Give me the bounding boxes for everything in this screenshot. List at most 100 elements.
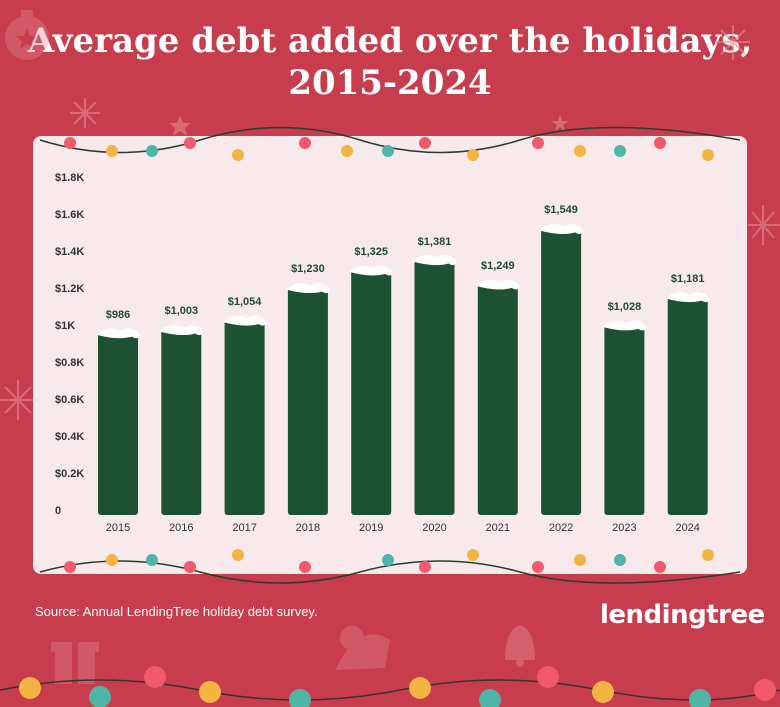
bar bbox=[414, 259, 455, 515]
light-bulb-icon bbox=[614, 554, 626, 566]
light-bulb-icon bbox=[89, 686, 111, 707]
light-bulb-icon bbox=[754, 679, 776, 701]
bar bbox=[98, 332, 138, 515]
y-tick-label: $1.2K bbox=[55, 283, 85, 295]
light-bulb-icon bbox=[419, 137, 431, 149]
hat-icon bbox=[335, 626, 390, 670]
light-bulb-icon bbox=[341, 145, 353, 157]
light-bulb-icon bbox=[64, 561, 76, 573]
y-tick-label: $0.4K bbox=[55, 431, 85, 443]
x-tick-label: 2016 bbox=[169, 522, 194, 534]
x-tick-label: 2018 bbox=[295, 522, 321, 534]
snow-cap bbox=[475, 279, 520, 290]
bar-value-label: $1,249 bbox=[480, 259, 515, 272]
snow-cap bbox=[665, 292, 710, 303]
bar bbox=[224, 320, 265, 515]
brand-logo[interactable]: lendingtree bbox=[600, 600, 765, 630]
snow-cap bbox=[349, 265, 394, 276]
light-bulb-icon bbox=[467, 549, 479, 561]
light-bulb-icon bbox=[146, 554, 158, 566]
light-bulb-icon bbox=[654, 137, 666, 149]
chart-title: Average debt added over the holidays, 20… bbox=[0, 20, 780, 104]
bar bbox=[477, 283, 518, 515]
bar bbox=[287, 287, 328, 515]
light-bulb-icon bbox=[702, 549, 714, 561]
light-bulb-icon bbox=[106, 554, 118, 566]
snow-cap bbox=[222, 315, 267, 326]
x-tick-label: 2019 bbox=[358, 522, 384, 534]
light-bulb-icon bbox=[532, 561, 544, 573]
light-bulb-icon bbox=[382, 145, 394, 157]
snow-cap bbox=[159, 325, 204, 336]
chart-title-line-2: 2015-2024 bbox=[288, 63, 492, 103]
source-note: Source: Annual LendingTree holiday debt … bbox=[35, 604, 318, 619]
light-bulb-icon bbox=[299, 137, 311, 149]
light-bulb-icon bbox=[467, 149, 479, 161]
light-bulb-icon bbox=[574, 145, 586, 157]
light-bulb-icon bbox=[537, 666, 559, 688]
light-bulb-icon bbox=[409, 677, 431, 699]
x-tick-label: 2023 bbox=[612, 522, 637, 534]
bar-value-label: $1,230 bbox=[291, 263, 325, 276]
light-bulb-icon bbox=[592, 681, 614, 703]
snowflake-icon bbox=[0, 380, 36, 420]
y-tick-label: $1.6K bbox=[55, 209, 85, 221]
bar-value-label: $1,381 bbox=[417, 235, 452, 248]
snow-cap bbox=[285, 283, 330, 294]
bar-value-label: $1,054 bbox=[227, 296, 262, 308]
snowflake-icon bbox=[716, 25, 750, 60]
ornament-icon bbox=[5, 10, 49, 60]
bar-value-label: $1,549 bbox=[544, 204, 578, 217]
star-icon bbox=[552, 115, 568, 131]
lights-string bbox=[0, 679, 780, 701]
panel-light-bulbs bbox=[64, 137, 714, 573]
bar bbox=[604, 324, 645, 515]
light-bulbs bbox=[19, 666, 776, 707]
light-bulb-icon bbox=[199, 681, 221, 703]
light-bulb-icon bbox=[184, 561, 196, 573]
x-tick-label: 2020 bbox=[422, 522, 447, 534]
snow-cap bbox=[96, 328, 140, 339]
light-bulb-icon bbox=[479, 689, 501, 707]
bars-group bbox=[96, 224, 710, 515]
star-icon bbox=[169, 115, 191, 136]
light-bulb-icon bbox=[19, 677, 41, 699]
bar-value-label: $1,325 bbox=[354, 245, 389, 258]
snow-cap bbox=[602, 320, 647, 331]
light-bulb-icon bbox=[299, 561, 311, 573]
logo-text: lendingtree bbox=[600, 600, 765, 630]
bar bbox=[161, 329, 202, 515]
bar-value-label: $986 bbox=[105, 308, 131, 321]
light-bulb-icon bbox=[419, 561, 431, 573]
bar bbox=[667, 296, 708, 515]
x-tick-label: 2024 bbox=[675, 522, 700, 534]
light-bulb-icon bbox=[232, 149, 244, 161]
snowflake-icon bbox=[748, 205, 780, 245]
y-tick-label: $1.8K bbox=[55, 172, 85, 184]
light-bulb-icon bbox=[106, 145, 118, 157]
x-tick-label: 2021 bbox=[485, 522, 511, 534]
y-tick-label: $0.2K bbox=[55, 468, 85, 480]
snow-cap bbox=[539, 224, 584, 235]
light-bulb-icon bbox=[654, 561, 666, 573]
light-bulb-icon bbox=[574, 554, 586, 566]
light-bulb-icon bbox=[532, 137, 544, 149]
gift-icon bbox=[51, 642, 99, 684]
bar bbox=[351, 269, 392, 515]
light-bulb-icon bbox=[689, 689, 711, 707]
light-bulb-icon bbox=[64, 137, 76, 149]
snow-cap bbox=[412, 255, 457, 266]
y-tick-label: 0 bbox=[55, 505, 62, 517]
light-bulb-icon bbox=[184, 137, 196, 149]
x-tick-label: 2017 bbox=[232, 522, 257, 534]
x-tick-label: 2022 bbox=[548, 522, 574, 534]
y-tick-label: $1.4K bbox=[55, 246, 85, 258]
snowflake-icon bbox=[70, 98, 100, 128]
chart-title-line-1: Average debt added over the holidays, bbox=[27, 21, 753, 61]
bell-icon bbox=[505, 625, 535, 667]
light-bulb-icon bbox=[232, 549, 244, 561]
y-tick-label: $0.6K bbox=[55, 394, 85, 406]
x-tick-label: 2015 bbox=[105, 522, 131, 534]
y-tick-label: $0.8K bbox=[55, 357, 85, 369]
